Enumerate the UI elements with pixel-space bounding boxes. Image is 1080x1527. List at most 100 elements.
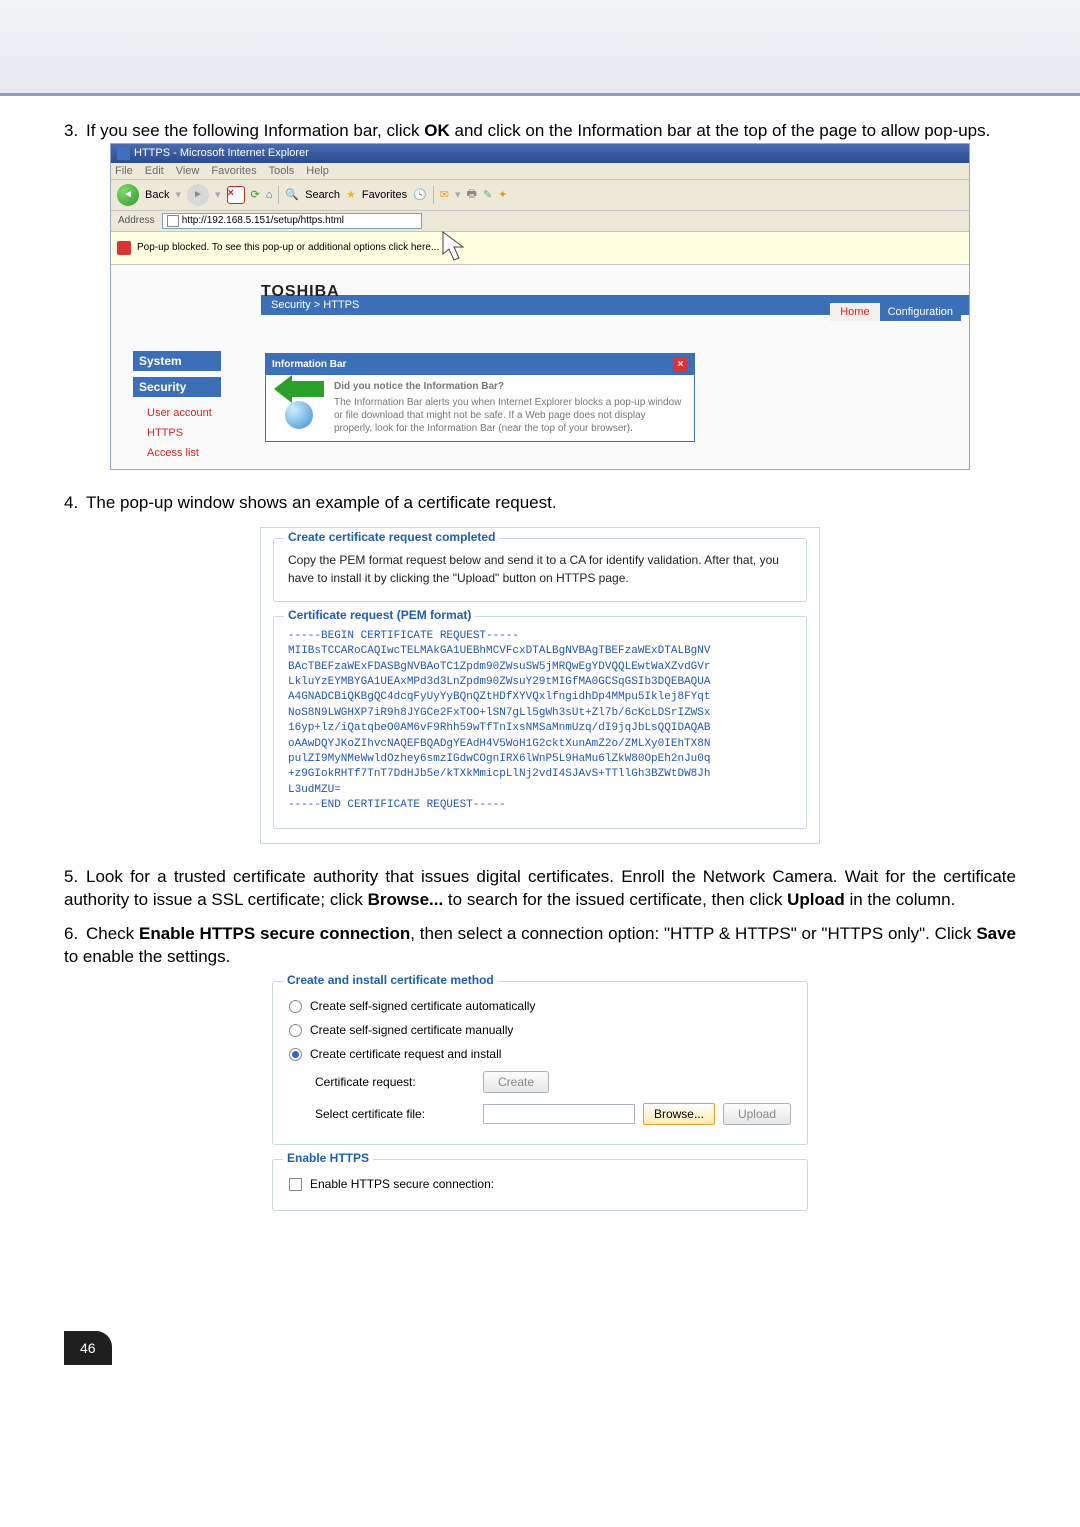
cursor-icon <box>441 234 481 262</box>
step-6: 6.Check Enable HTTPS secure connection, … <box>64 923 1016 969</box>
step-5-b1: Browse... <box>368 890 444 909</box>
ie-title-text: HTTPS - Microsoft Internet Explorer <box>134 147 309 159</box>
cert-request-box: Create certificate request completed Cop… <box>260 527 820 844</box>
mail-icon[interactable]: ✉ <box>440 188 449 201</box>
toshiba-logo: TOSHIBA <box>261 283 340 301</box>
file-input[interactable] <box>483 1104 635 1124</box>
figure-ie: HTTPS - Microsoft Internet Explorer File… <box>64 143 1016 470</box>
cert-description: Copy the PEM format request below and se… <box>288 551 792 587</box>
back-button[interactable]: ◄ <box>117 184 139 206</box>
main-panel: Information Bar × Did you notice the Inf… <box>261 345 969 469</box>
page-icon <box>167 215 179 227</box>
dialog-title: Information Bar <box>272 359 346 370</box>
label-select-file: Select certificate file: <box>315 1107 475 1121</box>
upload-button[interactable]: Upload <box>723 1103 791 1125</box>
legend-pem: Certificate request (PEM format) <box>284 608 475 622</box>
step-5-b2: Upload <box>787 890 845 909</box>
history-icon[interactable]: 🕓 <box>413 188 427 201</box>
form-row-request: Certificate request: Create <box>287 1066 793 1098</box>
step-5: 5.Look for a trusted certificate authori… <box>64 866 1016 912</box>
dialog-right: Did you notice the Information Bar? The … <box>334 381 686 435</box>
menu-view[interactable]: View <box>176 165 200 177</box>
sidebar-item-security[interactable]: Security <box>133 377 221 397</box>
print-icon[interactable]: 🖶 <box>467 185 477 204</box>
dialog-body: Did you notice the Information Bar? The … <box>266 375 694 441</box>
nav-tabs: Home Configuration <box>830 303 961 321</box>
radio-auto-label: Create self-signed certificate automatic… <box>310 999 535 1013</box>
sidebar-item-access-list[interactable]: Access list <box>133 443 261 463</box>
step-num-4: 4. <box>64 492 86 515</box>
home-icon[interactable]: ⌂ <box>266 189 273 201</box>
step-3: 3.If you see the following Information b… <box>64 120 1016 143</box>
forward-button[interactable]: ► <box>187 184 209 206</box>
ie-toolbar: ◄ Back ▾ ► ▾ × ⟳ ⌂ 🔍 Search ★ Favorites … <box>111 180 969 211</box>
dialog-left <box>274 381 324 429</box>
step-4: 4.The pop-up window shows an example of … <box>64 492 1016 515</box>
favorites-label: Favorites <box>362 189 407 201</box>
step-num-5: 5. <box>64 866 86 889</box>
information-bar-dialog: Information Bar × Did you notice the Inf… <box>265 353 695 442</box>
menu-tools[interactable]: Tools <box>269 165 295 177</box>
radio-request-label: Create certificate request and install <box>310 1047 501 1061</box>
ie-page-body: TOSHIBA Home Configuration Security > HT… <box>111 265 969 469</box>
step-4-text: The pop-up window shows an example of a … <box>86 493 557 512</box>
figure-cert-method: Create and install certificate method Cr… <box>64 981 1016 1211</box>
checkbox-row-enable[interactable]: Enable HTTPS secure connection: <box>287 1172 793 1196</box>
infobar-text: Pop-up blocked. To see this pop-up or ad… <box>137 242 439 253</box>
menu-help[interactable]: Help <box>306 165 329 177</box>
page-content: 3.If you see the following Information b… <box>0 96 1080 1425</box>
address-input[interactable]: http://192.168.5.151/setup/https.html <box>162 213 422 229</box>
radio-manual[interactable] <box>289 1024 302 1037</box>
page-footer: 46 <box>64 1331 1016 1365</box>
step-3-bold: OK <box>424 121 450 140</box>
label-cert-request: Certificate request: <box>315 1075 475 1089</box>
search-icon[interactable]: 🔍 <box>285 188 299 201</box>
step-num-6: 6. <box>64 923 86 946</box>
fieldset-pem: Certificate request (PEM format) -----BE… <box>273 616 807 829</box>
menu-file[interactable]: File <box>115 165 133 177</box>
config-body: System Security User account HTTPS Acces… <box>111 345 969 469</box>
stop-button[interactable]: × <box>227 186 245 204</box>
ie-info-bar[interactable]: Pop-up blocked. To see this pop-up or ad… <box>111 232 969 265</box>
close-icon[interactable]: × <box>673 357 688 372</box>
browse-button[interactable]: Browse... <box>643 1103 715 1125</box>
favorites-icon[interactable]: ★ <box>346 188 356 201</box>
address-value: http://192.168.5.151/setup/https.html <box>182 215 344 226</box>
fieldset-create-install: Create and install certificate method Cr… <box>272 981 808 1145</box>
checkbox-enable-https[interactable] <box>289 1178 302 1191</box>
back-label: Back <box>145 189 169 201</box>
menu-favorites[interactable]: Favorites <box>211 165 256 177</box>
edit-icon[interactable]: ✎ <box>483 188 492 201</box>
step-6-b2: Save <box>976 924 1016 943</box>
ie-titlebar: HTTPS - Microsoft Internet Explorer <box>111 144 969 163</box>
fieldset-enable-https: Enable HTTPS Enable HTTPS secure connect… <box>272 1159 808 1211</box>
figure-cert-request: Create certificate request completed Cop… <box>64 527 1016 844</box>
discuss-icon[interactable]: ✦ <box>498 188 507 201</box>
step-num-3: 3. <box>64 120 86 143</box>
radio-row-request[interactable]: Create certificate request and install <box>287 1042 793 1066</box>
tab-configuration[interactable]: Configuration <box>880 303 961 321</box>
sidebar-item-system[interactable]: System <box>133 351 221 371</box>
menu-edit[interactable]: Edit <box>145 165 164 177</box>
dialog-paragraph: The Information Bar alerts you when Inte… <box>334 396 686 435</box>
radio-row-manual[interactable]: Create self-signed certificate manually <box>287 1018 793 1042</box>
ie-menubar: File Edit View Favorites Tools Help <box>111 163 969 180</box>
step-3-post: and click on the Information bar at the … <box>450 121 991 140</box>
sidebar: System Security User account HTTPS Acces… <box>111 345 261 469</box>
ie-address-row: Address http://192.168.5.151/setup/https… <box>111 211 969 232</box>
step-6-pre: Check <box>86 924 139 943</box>
radio-row-auto[interactable]: Create self-signed certificate automatic… <box>287 994 793 1018</box>
shield-icon <box>117 241 131 255</box>
legend-completed: Create certificate request completed <box>284 530 499 544</box>
sidebar-item-https[interactable]: HTTPS <box>133 423 261 443</box>
form-row-file: Select certificate file: Browse... Uploa… <box>287 1098 793 1130</box>
checkbox-enable-https-label: Enable HTTPS secure connection: <box>310 1177 494 1191</box>
refresh-icon[interactable]: ⟳ <box>251 188 260 201</box>
address-label: Address <box>115 215 158 226</box>
step-6-mid: , then select a connection option: "HTTP… <box>410 924 976 943</box>
tab-home[interactable]: Home <box>830 303 879 321</box>
radio-request[interactable] <box>289 1048 302 1061</box>
radio-auto[interactable] <box>289 1000 302 1013</box>
sidebar-item-user-account[interactable]: User account <box>133 403 261 423</box>
create-button[interactable]: Create <box>483 1071 549 1093</box>
